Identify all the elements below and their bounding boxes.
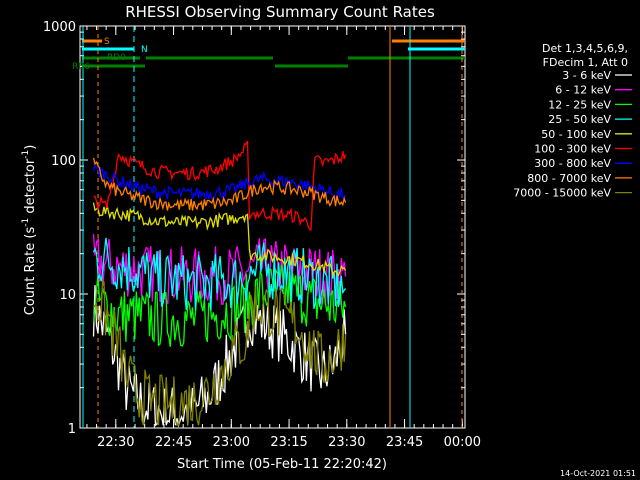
x-tick-label: 00:00: [444, 435, 481, 450]
y-tick-label: 100: [51, 154, 76, 169]
y-tick-label: 1: [68, 422, 76, 437]
y-axis-label: Count Rate (s-1 detector-1): [21, 145, 38, 316]
y-tick-labels: 1 10 100 1000: [43, 20, 76, 437]
x-tick-label: 23:30: [328, 435, 365, 450]
x-tick-labels: 22:30 22:45 23:00 23:15 23:30 23:45 00:00: [97, 435, 481, 450]
flag-label: RD0: [107, 53, 126, 63]
series-line: [93, 140, 347, 231]
legend-entry-label: 800 - 7000 keV: [527, 172, 611, 185]
flag-label: RB6: [72, 62, 90, 72]
plot-inner: [82, 26, 465, 428]
x-tick-label: 23:45: [386, 435, 423, 450]
series-line: [93, 278, 347, 426]
series-line: [92, 202, 347, 277]
series-line: [92, 237, 347, 311]
x-axis-label: Start Time (05-Feb-11 22:20:42): [177, 457, 387, 472]
series-line: [92, 163, 347, 201]
legend-entry-label: 3 - 6 keV: [562, 69, 611, 82]
chart-title: RHESSI Observing Summary Count Rates: [125, 3, 435, 21]
plot-axes: [79, 25, 466, 429]
legend-entry-label: 6 - 12 keV: [555, 84, 611, 97]
flag-label: S: [104, 37, 110, 47]
x-tick-label: 23:15: [270, 435, 307, 450]
plot-data-area: S N RD0 RB6: [72, 26, 465, 428]
y-tick-label: 1000: [43, 20, 76, 35]
legend-header: FDecim 1, Att 0: [543, 56, 628, 69]
legend-entry-label: 7000 - 15000 keV: [513, 187, 611, 200]
y-tick-label: 10: [59, 288, 76, 303]
x-tick-label: 23:00: [213, 435, 250, 450]
timestamp: 14-Oct-2021 01:51: [560, 469, 636, 478]
plot-frame: [79, 25, 466, 429]
series-line: [92, 157, 347, 211]
legend: Det 1,3,4,5,6,9,FDecim 1, Att 03 - 6 keV…: [513, 42, 632, 200]
x-tick-label: 22:45: [155, 435, 192, 450]
legend-entry-label: 50 - 100 keV: [541, 128, 611, 141]
legend-entry-label: 100 - 300 keV: [534, 143, 611, 156]
legend-entry-label: 25 - 50 keV: [548, 113, 611, 126]
series-line: [92, 264, 347, 347]
legend-entry-label: 300 - 800 keV: [534, 157, 611, 170]
x-tick-label: 22:30: [97, 435, 134, 450]
flag-label: N: [141, 45, 148, 55]
legend-header: Det 1,3,4,5,6,9,: [542, 42, 628, 55]
legend-entry-label: 12 - 25 keV: [548, 98, 611, 111]
